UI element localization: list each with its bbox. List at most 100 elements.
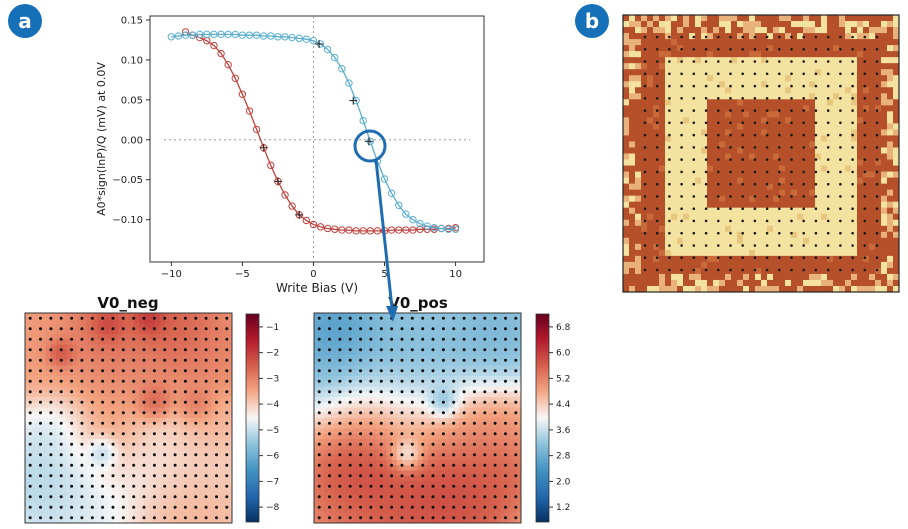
heatmap-cell <box>200 412 207 419</box>
pattern-cell <box>623 51 630 58</box>
pattern-cell <box>635 63 642 70</box>
probe-point <box>225 432 229 436</box>
heatmap-cell <box>365 460 372 466</box>
heatmap-cell <box>169 344 176 351</box>
probe-point <box>90 484 94 488</box>
pattern-cell <box>695 57 702 64</box>
pattern-cell <box>845 105 852 112</box>
pattern-cell <box>653 87 660 94</box>
probe-point <box>173 453 177 457</box>
pattern-cell <box>731 45 738 52</box>
heatmap-cell <box>35 491 41 498</box>
heatmap-cell <box>464 502 470 508</box>
heatmap-cell <box>185 433 191 440</box>
heatmap-cell <box>489 339 496 345</box>
heatmap-cell <box>474 433 480 440</box>
heatmap-cell <box>417 381 424 387</box>
heatmap-cell <box>370 376 377 382</box>
probe-point <box>483 421 487 425</box>
pattern-cell <box>749 69 756 76</box>
cross-marker <box>273 177 282 186</box>
heatmap-cell <box>345 349 351 356</box>
heatmap-cell <box>92 418 98 424</box>
heatmap-cell <box>112 339 119 345</box>
pattern-cell <box>773 63 780 70</box>
heatmap-cell <box>510 496 517 503</box>
heatmap-cell <box>180 412 186 419</box>
heatmap-cell <box>221 481 228 487</box>
pattern-cell <box>839 87 846 94</box>
pattern-cell <box>671 93 678 100</box>
heatmap-cell <box>329 370 336 377</box>
heatmap-cell <box>469 470 475 477</box>
heatmap-cell <box>190 328 197 335</box>
pattern-cell <box>875 93 882 100</box>
probe-point <box>338 358 342 362</box>
heatmap-cell <box>81 496 88 503</box>
data-point <box>366 227 374 235</box>
probe-point <box>441 411 445 415</box>
heatmap-cell <box>458 507 465 513</box>
pattern-cell <box>689 81 696 88</box>
probe-point <box>121 358 125 362</box>
probe-point <box>173 495 177 499</box>
probe-point <box>514 390 518 394</box>
probe-point <box>225 316 229 320</box>
pattern-cell <box>755 81 762 88</box>
probe-point <box>431 463 435 467</box>
heatmap-cell <box>314 507 320 513</box>
heatmap-cell <box>30 491 36 498</box>
heatmap-cell <box>185 386 191 393</box>
heatmap-cell <box>396 449 403 456</box>
heatmap-cell <box>422 444 429 450</box>
heatmap-cell <box>479 376 486 382</box>
probe-point <box>194 432 198 436</box>
pattern-cell <box>851 21 858 28</box>
probe-point <box>80 453 84 457</box>
heatmap-cell <box>154 428 160 435</box>
pattern-cell <box>881 99 888 106</box>
heatmap-cell <box>443 365 449 372</box>
probe-point <box>121 505 125 509</box>
heatmap-cell <box>190 360 197 366</box>
pattern-cell <box>845 39 852 46</box>
heatmap-cell <box>216 355 223 361</box>
heatmap-cell <box>180 334 186 340</box>
heatmap-cell <box>206 465 212 471</box>
y-tick-label: −0.05 <box>112 175 143 186</box>
probe-point <box>359 474 363 478</box>
probe-point <box>183 369 187 373</box>
probe-point <box>504 474 507 478</box>
heatmap-cell <box>427 334 434 340</box>
pattern-cell <box>725 111 732 118</box>
heatmap-cell <box>56 360 62 366</box>
heatmap-cell <box>500 386 506 393</box>
heatmap-cell <box>365 355 372 361</box>
heatmap-cell <box>76 433 83 440</box>
heatmap-cell <box>45 313 52 319</box>
heatmap-cell <box>195 418 202 424</box>
heatmap-cell <box>407 323 413 330</box>
heatmap-cell <box>40 486 47 492</box>
probe-point <box>400 421 404 425</box>
heatmap-cell <box>407 444 413 450</box>
probe-point <box>49 421 53 425</box>
heatmap-cell <box>45 381 52 387</box>
heatmap-cell <box>50 486 57 492</box>
heatmap-cell <box>185 339 191 345</box>
heatmap-cell <box>92 507 98 513</box>
heatmap-cell <box>102 433 109 440</box>
heatmap-cell <box>66 460 72 466</box>
heatmap-cell <box>112 486 119 492</box>
heatmap-cell <box>464 460 470 466</box>
heatmap-cell <box>92 402 98 408</box>
pattern-cell <box>707 99 714 106</box>
heatmap-cell <box>133 502 140 508</box>
probe-point <box>173 327 177 331</box>
heatmap-cell <box>381 365 387 372</box>
heatmap-cell <box>97 486 104 492</box>
heatmap-cell <box>76 407 83 414</box>
heatmap-cell <box>190 381 197 387</box>
heatmap-cell <box>417 365 424 372</box>
heatmap-cell <box>149 449 155 456</box>
